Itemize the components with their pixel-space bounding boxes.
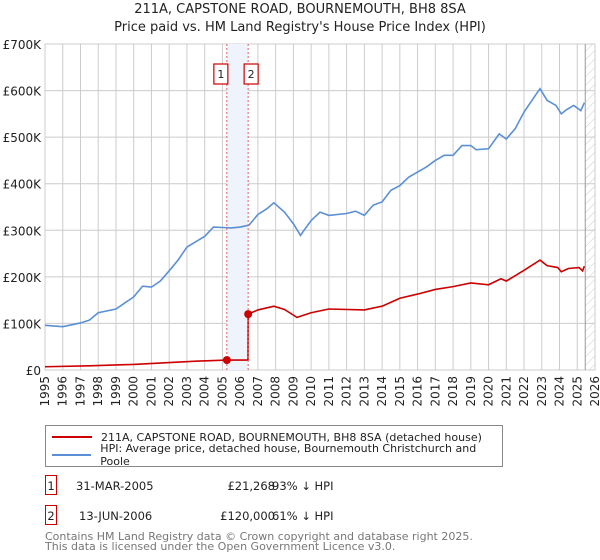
x-tick-label: 2005 — [215, 376, 229, 407]
x-tick-label: 2015 — [393, 376, 407, 407]
sale-badge: 1 — [45, 475, 57, 495]
plot-border — [44, 43, 596, 371]
x-tick-label: 2000 — [127, 376, 141, 407]
sale-hpi-diff: 61% ↓ HPI — [272, 509, 334, 523]
legend-item-hpi: HPI: Average price, detached house, Bour… — [52, 442, 502, 468]
y-tick-label: £300K — [3, 224, 43, 238]
sale-label: 1 — [217, 68, 224, 81]
y-tick-label: £200K — [3, 271, 43, 285]
chart-legend: 211A, CAPSTONE ROAD, BOURNEMOUTH, BH8 8S… — [45, 425, 503, 468]
sale-price: £21,268 — [227, 479, 275, 493]
x-tick-label: 2004 — [198, 376, 212, 407]
y-tick-label: £100K — [3, 317, 43, 331]
sale-date: 31-MAR-2005 — [76, 479, 154, 493]
x-tick-label: 1995 — [38, 376, 52, 407]
sale-date: 13-JUN-2006 — [79, 509, 153, 523]
footer: Contains HM Land Registry data © Crown c… — [45, 530, 473, 553]
footer-licence: This data is licensed under the Open Gov… — [45, 540, 396, 553]
x-tick-label: 2001 — [144, 376, 158, 407]
x-tick-label: 2022 — [517, 376, 531, 407]
sale-price: £120,000 — [220, 509, 275, 523]
x-tick-label: 1999 — [109, 376, 123, 407]
x-tick-label: 2024 — [553, 376, 567, 407]
y-tick-label: £600K — [3, 85, 43, 99]
x-tick-label: 2013 — [357, 376, 371, 407]
x-tick-label: 2002 — [162, 376, 176, 407]
x-tick-label: 2020 — [482, 376, 496, 407]
footer-copyright: Contains HM Land Registry data © Crown c… — [45, 530, 473, 543]
x-tick-label: 1996 — [56, 376, 70, 407]
x-tick-label: 2008 — [269, 376, 283, 407]
chart-subtitle: Price paid vs. HM Land Registry's House … — [114, 20, 486, 35]
x-tick-label: 2006 — [233, 376, 247, 407]
x-tick-label: 2009 — [286, 376, 300, 407]
price-chart: 1 2 £0 £100K £200K £300K £400K £500K £600K £700K… — [3, 38, 600, 407]
sale-point — [222, 356, 231, 365]
forecast-hatch — [585, 44, 595, 370]
sale-label: 2 — [248, 68, 255, 81]
x-tick-label: 2016 — [411, 376, 425, 407]
x-tick-label: 2003 — [180, 376, 194, 407]
x-tick-label: 2017 — [428, 376, 442, 407]
y-tick-label: £500K — [3, 131, 43, 145]
x-tick-label: 2012 — [340, 376, 354, 407]
x-tick-label: 2007 — [251, 376, 265, 407]
x-tick-label: 2023 — [535, 376, 549, 407]
sale-badge: 2 — [45, 505, 57, 525]
legend-label: HPI: Average price, detached house, Bour… — [100, 442, 477, 468]
x-tick-label: 2018 — [446, 376, 460, 407]
legend-item-property: 211A, CAPSTONE ROAD, BOURNEMOUTH, BH8 8S… — [52, 429, 482, 445]
x-tick-label: 2010 — [304, 376, 318, 407]
legend-swatch-red — [52, 436, 92, 438]
sale-row-1: 1 31-MAR-2005 £21,268 93% ↓ HPI — [45, 475, 445, 497]
x-tick-label: 2026 — [588, 376, 600, 407]
series-line — [44, 87, 586, 328]
series-line — [44, 259, 586, 368]
sale-hpi-diff: 93% ↓ HPI — [272, 479, 334, 493]
x-tick-label: 1997 — [73, 376, 87, 407]
y-tick-label: £700K — [3, 38, 43, 52]
chart-title: 211A, CAPSTONE ROAD, BOURNEMOUTH, BH8 8S… — [134, 2, 466, 17]
sale-label-box — [213, 63, 229, 85]
legend-label: 211A, CAPSTONE ROAD, BOURNEMOUTH, BH8 8S… — [101, 430, 482, 444]
sale-label-box — [243, 63, 259, 85]
y-tick-label: £400K — [3, 178, 43, 192]
x-tick-label: 2014 — [375, 376, 389, 407]
y-tick-label: £0 — [26, 364, 41, 378]
x-tick-label: 2025 — [570, 376, 584, 407]
sale-point — [244, 310, 253, 319]
x-tick-label: 2019 — [464, 376, 478, 407]
sale-period-band — [226, 44, 249, 370]
legend-swatch-blue — [52, 454, 92, 456]
x-tick-label: 2011 — [322, 376, 336, 407]
sale-row-2: 2 13-JUN-2006 £120,000 61% ↓ HPI — [45, 505, 445, 527]
x-tick-label: 2021 — [499, 376, 513, 407]
x-tick-label: 1998 — [91, 376, 105, 407]
